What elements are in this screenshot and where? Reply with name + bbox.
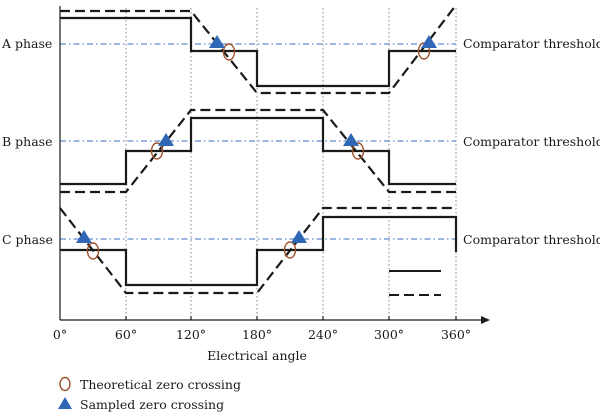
- x-tick-label-360: 360°: [441, 327, 471, 342]
- x-tick-label-120: 120°: [176, 327, 206, 342]
- b-threshold-label: Comparator threshold: [463, 134, 600, 149]
- legend-sampled-label: Sampled zero crossing: [80, 397, 224, 412]
- legend: Theoretical zero crossing Sampled zero c…: [58, 376, 241, 412]
- theoretical-crossing-a2: [417, 42, 431, 60]
- legend-sampled-icon: [58, 397, 72, 409]
- line-style-key: [389, 270, 441, 296]
- x-tick-label-240: 240°: [308, 327, 338, 342]
- sampled-crossing-a2: [421, 35, 437, 48]
- sampled-crossing-a1: [209, 35, 225, 48]
- legend-theoretical-icon: [59, 376, 71, 392]
- axes: [59, 6, 490, 324]
- theoretical-crossing-c2: [283, 241, 297, 259]
- sampled-crossing-b1: [158, 133, 174, 146]
- x-axis-arrow: [481, 316, 490, 324]
- a-phase-label: A phase: [1, 36, 52, 51]
- b-phase-label: B phase: [2, 134, 52, 149]
- c-threshold-label: Comparator threshold: [463, 232, 600, 247]
- threshold-lines: [60, 43, 456, 240]
- sampled-zero-crossings: [76, 35, 437, 243]
- x-axis-title: Electrical angle: [207, 348, 307, 363]
- x-tick-label-180: 180°: [242, 327, 272, 342]
- theoretical-crossing-b2: [351, 142, 365, 160]
- x-tick-label-300: 300°: [374, 327, 404, 342]
- c-phase-label: C phase: [2, 232, 53, 247]
- a-threshold-label: Comparator threshold: [463, 36, 600, 51]
- theoretical-crossing-a1: [222, 43, 236, 61]
- c-phase-comparator-output: [60, 215, 458, 287]
- legend-theoretical-label: Theoretical zero crossing: [80, 377, 241, 392]
- sampled-crossing-c2: [291, 230, 307, 243]
- a-phase-back-emf: [60, 4, 457, 95]
- theoretical-crossing-c1: [86, 242, 100, 260]
- theoretical-zero-crossings: [86, 42, 431, 260]
- b-phase-comparator-output: [60, 116, 456, 186]
- x-tick-label-60: 60°: [115, 327, 137, 342]
- theoretical-crossing-b1: [150, 142, 164, 160]
- b-phase-back-emf: [60, 108, 456, 194]
- x-tick-label-0: 0°: [53, 327, 67, 342]
- sampled-crossing-b2: [343, 133, 359, 146]
- sampled-crossing-c1: [76, 230, 92, 243]
- c-phase-back-emf: [59, 206, 456, 295]
- a-phase-comparator-output: [60, 16, 456, 88]
